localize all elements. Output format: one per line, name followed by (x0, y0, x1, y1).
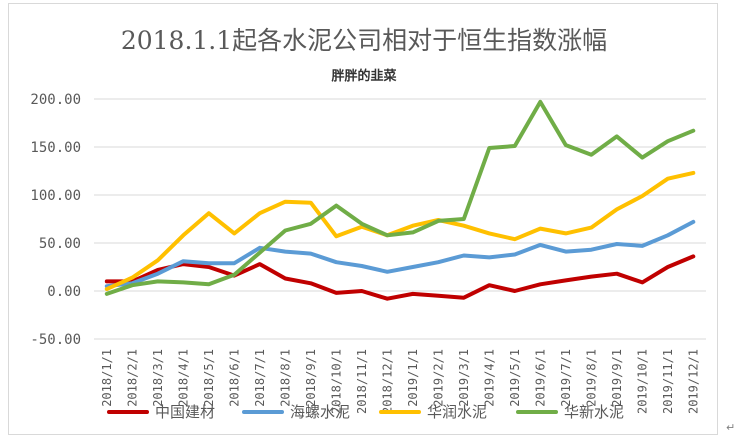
x-tick-label: 2018/7/1 (253, 349, 267, 407)
y-tick-label: 50.00 (39, 236, 81, 252)
x-tick-label: 2018/2/1 (125, 349, 139, 407)
legend-label: 华润水泥 (427, 403, 487, 421)
x-tick-label: 2018/3/1 (151, 349, 165, 407)
chart-subtitle: 胖胖的韭菜 (330, 68, 396, 84)
y-tick-label: 0.00 (47, 284, 81, 300)
x-tick-label: 2019/12/1 (686, 349, 700, 414)
x-tick-label: 2019/3/1 (457, 349, 471, 407)
chart-frame: 2018.1.1起各水泥公司相对于恒生指数涨幅 胖胖的韭菜 -50.00 0.00… (8, 3, 718, 435)
x-tick-label: 2018/11/1 (355, 349, 369, 414)
series-line-海螺水泥 (104, 219, 696, 289)
series-line-华新水泥 (104, 99, 696, 296)
y-tick-label: 150.00 (30, 140, 81, 156)
line-chart: 2018.1.1起各水泥公司相对于恒生指数涨幅 胖胖的韭菜 -50.00 0.00… (30, 26, 706, 421)
x-tick-label: 2018/6/1 (227, 349, 241, 407)
x-tick-label: 2018/12/1 (380, 349, 394, 414)
chart-title: 2018.1.1起各水泥公司相对于恒生指数涨幅 (121, 26, 607, 55)
x-tick-label: 2019/8/1 (584, 349, 598, 407)
legend-label: 华新水泥 (564, 403, 624, 421)
x-tick-label: 2018/4/1 (176, 349, 190, 407)
y-axis-ticks: -50.00 0.00 50.00 100.00 150.00 200.00 (30, 92, 81, 348)
gridlines (94, 98, 706, 340)
x-tick-label: 2019/4/1 (482, 349, 496, 407)
y-tick-label: 100.00 (30, 188, 81, 204)
legend-label: 中国建材 (155, 403, 215, 421)
series-line-中国建材 (104, 254, 696, 301)
x-tick-label: 2019/7/1 (559, 349, 573, 407)
x-tick-label: 2018/8/1 (278, 349, 292, 407)
y-tick-label: -50.00 (30, 332, 81, 348)
x-tick-label: 2019/11/1 (661, 349, 675, 414)
series-line-华润水泥 (104, 170, 696, 292)
x-tick-label: 2019/5/1 (508, 349, 522, 407)
x-tick-label: 2019/1/1 (406, 349, 420, 407)
x-tick-label: 2019/9/1 (610, 349, 624, 407)
x-tick-label: 2019/6/1 (533, 349, 547, 407)
x-tick-label: 2019/2/1 (431, 349, 445, 407)
x-tick-label: 2019/10/1 (635, 349, 649, 414)
x-tick-label: 2018/5/1 (202, 349, 216, 407)
x-tick-label: 2018/1/1 (100, 349, 114, 407)
x-tick-label: 2018/9/1 (304, 349, 318, 407)
corner-mark: ↵ (726, 421, 736, 434)
x-tick-label: 2018/10/1 (329, 349, 343, 414)
series-lines (104, 99, 696, 301)
x-axis-ticks: 2018/1/1 2018/2/1 2018/3/1 2018/4/1 2018/5/1… (100, 349, 701, 414)
legend: 中国建材 海螺水泥 华润水泥 华新水泥 (107, 403, 624, 421)
legend-label: 海螺水泥 (290, 403, 350, 421)
y-tick-label: 200.00 (30, 92, 81, 108)
